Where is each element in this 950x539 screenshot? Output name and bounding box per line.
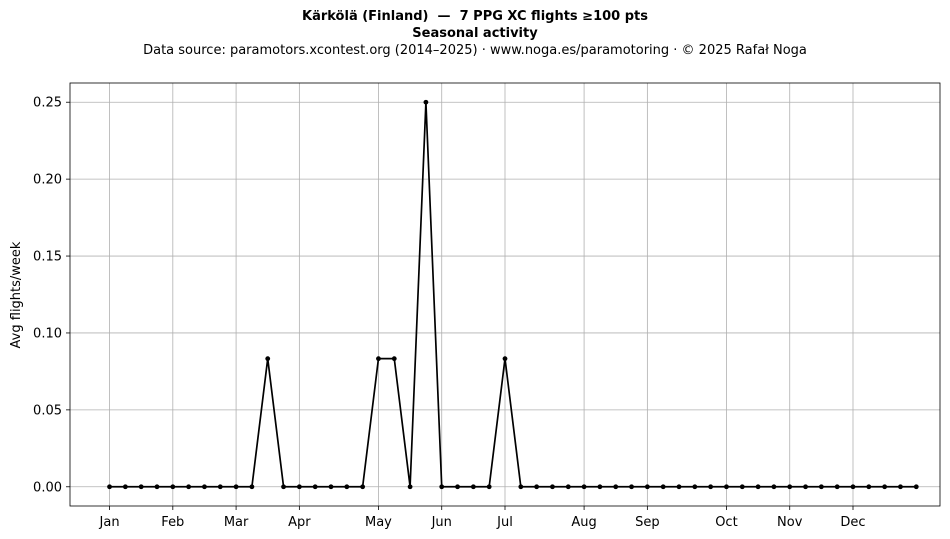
x-tick-label: Feb bbox=[161, 515, 184, 530]
data-point bbox=[107, 484, 112, 490]
data-point bbox=[581, 484, 587, 490]
y-tick-label: 0.00 bbox=[33, 480, 62, 495]
data-point bbox=[138, 484, 144, 490]
data-point bbox=[613, 484, 619, 490]
chart-title: Kärkölä (Finland) — 7 PPG XC flights ≥10… bbox=[302, 9, 648, 24]
data-point bbox=[755, 484, 761, 490]
data-point bbox=[455, 484, 460, 490]
data-point bbox=[708, 484, 714, 490]
data-point bbox=[407, 484, 413, 490]
data-point bbox=[233, 484, 239, 490]
y-tick-label: 0.10 bbox=[33, 326, 62, 341]
data-point bbox=[739, 484, 745, 490]
data-point bbox=[660, 484, 666, 490]
x-tick-label: Dec bbox=[840, 515, 865, 530]
data-point bbox=[534, 484, 540, 490]
data-point bbox=[866, 484, 872, 490]
y-tick-label: 0.05 bbox=[33, 403, 62, 418]
data-point bbox=[344, 484, 350, 490]
data-point bbox=[265, 356, 271, 362]
data-point bbox=[423, 99, 429, 105]
data-point bbox=[597, 484, 603, 490]
x-tick-label: Jun bbox=[431, 515, 452, 530]
series-line bbox=[109, 101, 917, 488]
x-tick-label: Jan bbox=[99, 515, 120, 530]
plot-frame bbox=[69, 82, 941, 507]
x-tick-label: Jul bbox=[496, 515, 513, 530]
chart-source-note: Data source: paramotors.xcontest.org (20… bbox=[143, 43, 807, 58]
x-tick-label: Aug bbox=[571, 515, 596, 530]
x-tick-label: Sep bbox=[635, 515, 660, 530]
y-tick-label: 0.20 bbox=[33, 173, 62, 188]
data-point bbox=[882, 484, 888, 490]
data-point bbox=[850, 484, 856, 490]
data-point bbox=[803, 484, 808, 490]
data-point bbox=[787, 484, 793, 490]
series-line-group bbox=[109, 101, 917, 488]
x-tick-label: Nov bbox=[777, 515, 803, 530]
data-point bbox=[328, 484, 334, 490]
data-point bbox=[486, 484, 492, 490]
data-point bbox=[771, 484, 777, 490]
data-point bbox=[186, 484, 192, 490]
data-point bbox=[217, 484, 223, 490]
data-point bbox=[391, 356, 397, 362]
data-point bbox=[502, 356, 508, 362]
data-point bbox=[724, 484, 729, 490]
data-point bbox=[676, 484, 682, 490]
data-point bbox=[202, 484, 207, 490]
data-point bbox=[565, 484, 571, 490]
data-point bbox=[518, 484, 524, 490]
data-point bbox=[898, 484, 903, 490]
data-point bbox=[360, 484, 366, 490]
y-tick-label: 0.25 bbox=[33, 96, 62, 111]
data-point bbox=[692, 484, 698, 490]
data-point bbox=[312, 484, 318, 490]
data-point bbox=[470, 484, 476, 490]
data-point bbox=[376, 356, 381, 362]
data-point bbox=[281, 484, 286, 490]
data-point bbox=[834, 484, 840, 490]
x-tick-label: Apr bbox=[288, 515, 311, 530]
series-points-group bbox=[107, 99, 919, 490]
data-point bbox=[296, 484, 302, 490]
axes: Jan Feb Mar Apr May Jun Jul Aug Sep Oct Nov Dec 0.00… bbox=[33, 82, 941, 530]
data-point bbox=[154, 484, 160, 490]
data-point bbox=[170, 484, 176, 490]
data-point bbox=[439, 484, 445, 490]
data-point bbox=[122, 484, 128, 490]
x-tick-label: Oct bbox=[715, 515, 737, 530]
chart-subtitle: Seasonal activity bbox=[412, 26, 538, 41]
data-point bbox=[818, 484, 824, 490]
x-tick-label: May bbox=[365, 515, 392, 530]
data-point bbox=[249, 484, 255, 490]
data-point bbox=[550, 484, 555, 490]
x-tick-label: Mar bbox=[224, 515, 249, 530]
data-point bbox=[629, 484, 634, 490]
y-axis-label: Avg flights/week bbox=[9, 241, 24, 348]
data-point bbox=[913, 484, 919, 490]
y-tick-label: 0.15 bbox=[33, 250, 62, 265]
data-point bbox=[644, 484, 650, 490]
chart-titles: Kärkölä (Finland) — 7 PPG XC flights ≥10… bbox=[0, 8, 950, 60]
grid-lines bbox=[70, 83, 940, 506]
